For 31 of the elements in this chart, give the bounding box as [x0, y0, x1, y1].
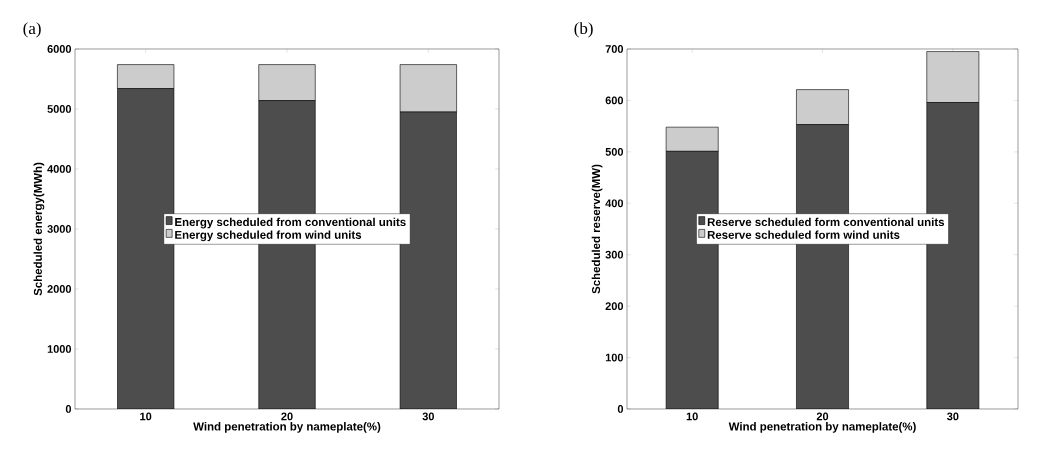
x-tick-label: 10	[140, 412, 152, 421]
legend-label: Reserve scheduled form conventional units	[707, 217, 945, 227]
y-tick-label: 1000	[47, 345, 72, 353]
legend-label: Reserve scheduled form wind units	[707, 230, 900, 239]
x-axis-title: Wind penetration by nameplate(%)	[193, 422, 381, 433]
y-tick-label: 100	[605, 353, 624, 362]
y-tick-label: 3000	[47, 225, 72, 233]
y-tick-label: 2000	[47, 285, 72, 293]
legend-label: Energy scheduled from conventional units	[175, 217, 406, 229]
x-tick-label: 30	[947, 412, 959, 421]
y-tick-label: 0	[617, 405, 624, 413]
y-tick-label: 700	[605, 45, 624, 53]
y-axis-title: Scheduled reserve(MW)	[591, 164, 603, 294]
y-tick-label: 400	[605, 199, 624, 208]
y-tick-label: 5000	[47, 105, 72, 113]
x-tick-label: 30	[422, 412, 434, 421]
x-tick-label: 20	[281, 412, 293, 421]
x-tick-label: 10	[686, 412, 698, 421]
legend-label: Energy scheduled from wind units	[175, 230, 362, 242]
y-tick-label: 500	[605, 147, 624, 156]
chart-title: (b)	[574, 22, 593, 38]
y-tick-label: 4000	[47, 165, 72, 173]
y-tick-label: 300	[605, 250, 624, 259]
x-axis-title: Wind penetration by nameplate(%)	[728, 422, 916, 433]
y-tick-label: 200	[605, 302, 624, 311]
chart-title: (a)	[23, 22, 41, 38]
x-tick-label: 20	[816, 412, 829, 421]
y-tick-label: 6000	[47, 45, 72, 53]
y-axis-title: Scheduled energy(MWh)	[33, 162, 45, 296]
y-tick-label: 600	[605, 96, 624, 105]
y-tick-label: 0	[65, 405, 72, 413]
